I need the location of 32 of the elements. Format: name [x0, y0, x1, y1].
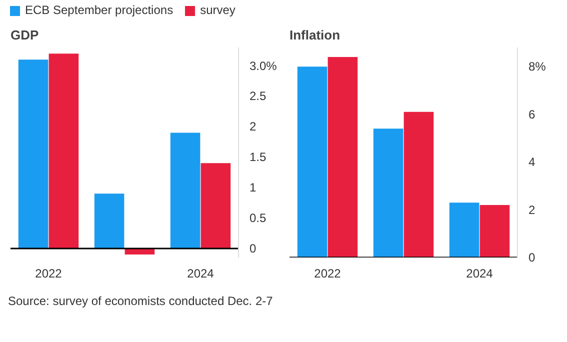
- bar: [18, 60, 48, 248]
- y-tick-label: 2.5: [250, 89, 267, 104]
- y-tick-label: 0: [528, 250, 536, 264]
- x-tick-label: 2024: [466, 266, 494, 280]
- bar: [404, 112, 434, 258]
- bar: [170, 132, 200, 248]
- y-tick-label: 2: [250, 120, 256, 134]
- y-tick-label: 6: [528, 107, 536, 122]
- x-tick-label: 2022: [314, 266, 342, 280]
- y-tick-label: 8%: [528, 60, 546, 74]
- bar: [449, 202, 480, 258]
- y-tick-label: 3.0%: [250, 58, 278, 73]
- bar: [94, 194, 124, 248]
- x-tick-label: 2022: [35, 266, 62, 280]
- bar: [48, 54, 79, 248]
- chart-title: Inflation: [290, 28, 340, 42]
- x-tick-label: 2024: [187, 266, 214, 280]
- bar: [328, 57, 358, 258]
- legend-label: survey: [199, 2, 236, 19]
- y-tick-label: 1: [250, 180, 256, 194]
- y-tick-label: 0: [250, 241, 256, 256]
- bar: [297, 66, 328, 258]
- legend-label: ECB September projections: [24, 2, 174, 19]
- y-tick-label: 1.5: [250, 150, 267, 164]
- bar: [480, 205, 510, 258]
- y-tick-label: 4: [528, 155, 536, 170]
- chart-title: GDP: [10, 28, 39, 42]
- bar: [200, 163, 231, 248]
- source-note: Source: survey of economists conducted Dec. 2-7: [8, 293, 273, 310]
- y-tick-label: 2: [528, 202, 536, 217]
- bar: [373, 128, 404, 258]
- y-tick-label: 0.5: [250, 210, 267, 225]
